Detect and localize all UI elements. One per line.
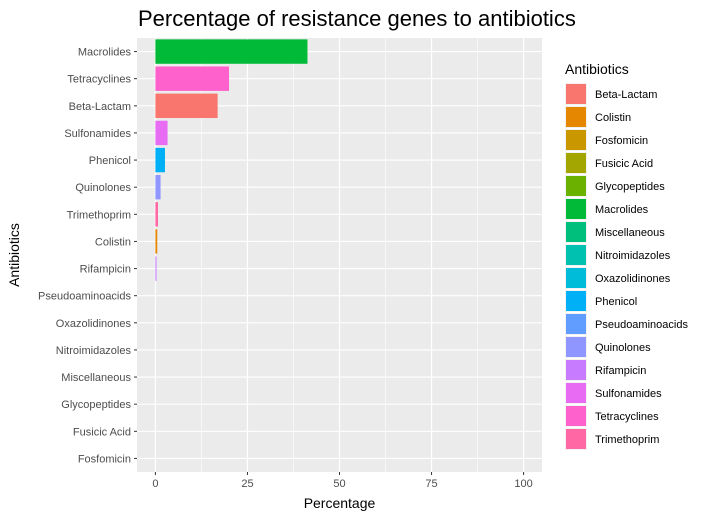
x-tick-label: 25: [241, 478, 253, 490]
legend-label: Quinolones: [595, 342, 651, 354]
legend-swatch: [566, 222, 586, 242]
y-tick-label: Fosfomicin: [78, 453, 131, 465]
chart-title: Percentage of resistance genes to antibi…: [138, 6, 576, 31]
legend-swatch: [566, 383, 586, 403]
y-tick-label: Miscellaneous: [61, 372, 131, 384]
legend-swatch: [566, 84, 586, 104]
legend-swatch: [566, 199, 586, 219]
legend-items: Beta-Lactam Colistin Fosfomicin Fusicic Aci…: [565, 83, 688, 450]
y-axis-title: Antibiotics: [6, 223, 22, 287]
y-tick-label: Glycopeptides: [61, 399, 131, 411]
y-tick-label: Colistin: [95, 236, 131, 248]
legend-label: Beta-Lactam: [595, 89, 657, 101]
bar-macrolides: [155, 39, 308, 64]
y-axis-ticks: Macrolides Tetracyclines Beta-Lactam Sulfon…: [38, 47, 137, 465]
legend-swatch: [566, 176, 586, 196]
y-tick-label: Macrolides: [78, 47, 132, 59]
legend-swatch: [566, 360, 586, 380]
x-tick-label: 75: [425, 478, 437, 490]
legend: Antibiotics Beta-Lactam Colistin Fosfomici…: [565, 61, 688, 450]
bar-trimethoprim: [155, 202, 158, 227]
bar-rifampicin: [155, 256, 157, 281]
y-tick-label: Nitroimidazoles: [56, 345, 132, 357]
grid-major-lines: [137, 38, 542, 472]
legend-label: Fosfomicin: [595, 135, 648, 147]
y-tick-label: Fusicic Acid: [73, 426, 131, 438]
legend-label: Tetracyclines: [595, 411, 659, 423]
legend-swatch: [566, 406, 586, 426]
legend-swatch: [566, 429, 586, 449]
y-tick-label: Phenicol: [89, 155, 131, 167]
y-tick-label: Beta-Lactam: [69, 101, 131, 113]
bar-tetracyclines: [155, 66, 230, 91]
y-tick-label: Sulfonamides: [64, 128, 131, 140]
legend-swatch: [566, 291, 586, 311]
y-tick-label: Pseudoaminoacids: [38, 291, 131, 303]
y-tick-label: Oxazolidinones: [56, 318, 132, 330]
legend-label: Oxazolidinones: [595, 273, 671, 285]
legend-label: Miscellaneous: [595, 227, 665, 239]
x-tick-label: 50: [333, 478, 345, 490]
legend-swatch: [566, 337, 586, 357]
legend-swatch: [566, 153, 586, 173]
legend-label: Colistin: [595, 112, 631, 124]
y-tick-label: Rifampicin: [80, 264, 131, 276]
x-tick-label: 100: [514, 478, 532, 490]
legend-swatch: [566, 245, 586, 265]
legend-label: Glycopeptides: [595, 181, 665, 193]
y-tick-label: Tetracyclines: [67, 74, 131, 86]
legend-label: Fusicic Acid: [595, 158, 653, 170]
x-axis-title: Percentage: [304, 495, 376, 511]
legend-label: Macrolides: [595, 204, 649, 216]
legend-swatch: [566, 130, 586, 150]
legend-swatch: [566, 268, 586, 288]
legend-label: Rifampicin: [595, 365, 646, 377]
legend-swatch: [566, 314, 586, 334]
legend-label: Nitroimidazoles: [595, 250, 671, 262]
x-tick-label: 0: [152, 478, 158, 490]
x-axis-ticks: 0 25 50 75 100: [152, 472, 533, 490]
legend-label: Pseudoaminoacids: [595, 319, 688, 331]
y-tick-label: Quinolones: [75, 182, 131, 194]
bar-beta-lactam: [155, 93, 218, 119]
legend-swatch: [566, 107, 586, 127]
legend-label: Phenicol: [595, 296, 637, 308]
legend-label: Sulfonamides: [595, 388, 662, 400]
legend-title: Antibiotics: [565, 61, 629, 77]
y-tick-label: Trimethoprim: [67, 209, 131, 221]
bar-sulfonamides: [155, 120, 168, 146]
bar-quinolones: [155, 174, 161, 200]
bar-colistin: [155, 229, 158, 254]
bars: [155, 39, 308, 281]
legend-label: Trimethoprim: [595, 434, 659, 446]
bar-phenicol: [155, 147, 165, 173]
